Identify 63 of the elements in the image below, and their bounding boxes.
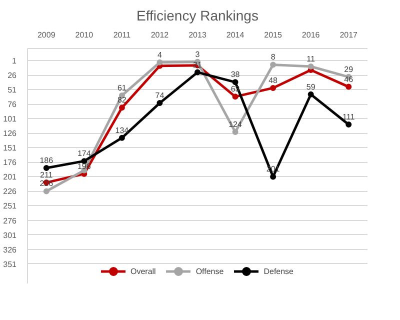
y-tick-label: 126: [3, 129, 18, 138]
data-label: 38: [230, 70, 240, 80]
data-label: 61: [117, 84, 127, 92]
y-tick-label: 326: [3, 245, 18, 254]
data-label: 74: [155, 91, 165, 100]
point: [118, 104, 125, 111]
y-tick-label: 176: [3, 158, 18, 168]
data-label: 46: [344, 74, 354, 84]
y-tick-label: 351: [3, 260, 18, 269]
point: [308, 91, 314, 98]
x-tick-label: 2010: [75, 30, 94, 40]
data-label: 174: [77, 149, 92, 158]
y-tick-label: 26: [8, 71, 18, 80]
point: [156, 59, 163, 66]
point: [346, 122, 352, 128]
data-label: 124: [228, 120, 242, 130]
y-tick-label: 251: [3, 202, 18, 211]
x-tick-label: 2015: [264, 30, 283, 40]
y-tick-label: 226: [3, 187, 18, 196]
legend-label: Defense: [264, 266, 294, 276]
point: [118, 134, 125, 141]
x-tick-label: 2009: [37, 30, 56, 40]
y-tick-label: 301: [3, 230, 18, 240]
data-label: 82: [117, 96, 127, 105]
point: [270, 84, 276, 91]
point: [346, 84, 352, 90]
point: [156, 100, 163, 106]
chart-title: Efficiency Rankings: [136, 8, 258, 24]
data-label: 211: [40, 170, 54, 180]
y-tick-label: 51: [8, 86, 18, 95]
data-label: 3: [195, 50, 200, 59]
y-tick-label: 276: [3, 216, 18, 226]
point: [270, 62, 276, 68]
data-label: 4: [158, 50, 162, 60]
data-label: 59: [306, 82, 316, 92]
point: [232, 79, 238, 86]
data-label: 186: [40, 156, 54, 166]
x-tick-label: 2016: [302, 30, 320, 40]
point: [308, 63, 314, 70]
data-label: 21: [193, 60, 202, 70]
point: [232, 129, 238, 136]
data-label: 111: [342, 112, 356, 122]
y-tick-label: 201: [3, 172, 18, 182]
x-tick-label: 2012: [150, 30, 170, 40]
data-label: 8: [270, 52, 276, 62]
y-tick-label: 76: [8, 100, 18, 110]
point: [43, 188, 50, 194]
data-label: 11: [306, 54, 316, 64]
x-tick-label: 2013: [188, 30, 207, 40]
data-label: 48: [268, 76, 278, 85]
x-tick-label: 2017: [340, 30, 358, 40]
point: [43, 165, 50, 172]
point: [232, 94, 238, 100]
legend-label: Offense: [196, 266, 224, 276]
x-tick-label: 2014: [226, 30, 245, 40]
legend-label: Overall: [130, 266, 156, 276]
y-tick-label: 151: [3, 144, 18, 153]
data-label: 29: [344, 64, 354, 74]
point: [194, 69, 200, 76]
y-tick-label: 101: [3, 114, 18, 124]
x-tick-label: 2011: [113, 30, 132, 40]
y-tick-label: 1: [12, 56, 18, 66]
data-label: 134: [115, 126, 130, 135]
